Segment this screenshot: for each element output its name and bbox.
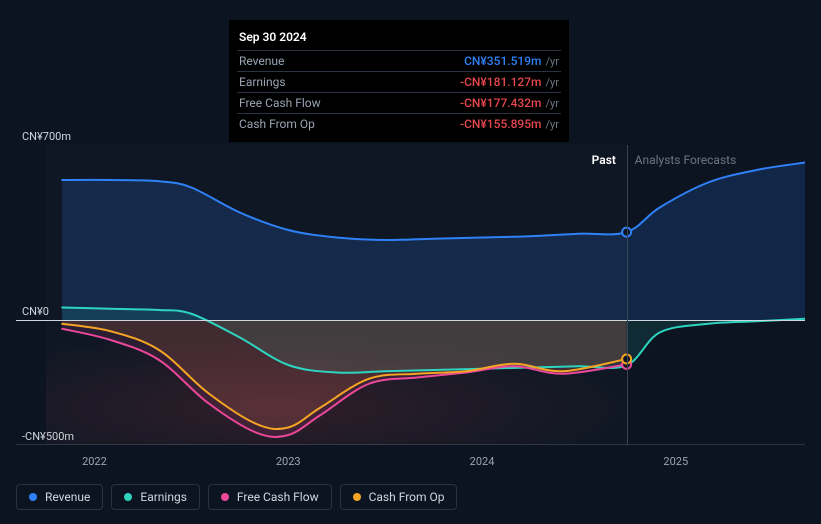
past-label: Past	[592, 153, 616, 167]
tooltip-row: Cash From Op -CN¥155.895m/yr	[237, 113, 561, 134]
tooltip-row-value: CN¥351.519m/yr	[464, 54, 559, 68]
legend-label: Revenue	[45, 490, 90, 504]
legend-item[interactable]: Revenue	[16, 484, 103, 510]
tooltip-row-label: Earnings	[239, 75, 286, 89]
x-axis-label: 2023	[276, 455, 301, 468]
legend-dot	[29, 493, 37, 501]
plot-area	[16, 145, 805, 445]
tooltip-row: Earnings -CN¥181.127m/yr	[237, 71, 561, 92]
chart-tooltip: Sep 30 2024 Revenue CN¥351.519m/yr Earning…	[229, 20, 569, 142]
legend-dot	[353, 493, 361, 501]
legend-item[interactable]: Cash From Op	[340, 484, 458, 510]
legend-label: Free Cash Flow	[237, 490, 319, 504]
tooltip-date: Sep 30 2024	[237, 26, 561, 50]
tooltip-row-value: -CN¥177.432m/yr	[460, 96, 559, 110]
cursor-line	[627, 145, 628, 445]
legend-label: Earnings	[140, 490, 187, 504]
legend-dot	[124, 493, 132, 501]
y-axis-label: CN¥700m	[22, 130, 71, 143]
x-axis-label: 2022	[82, 455, 107, 468]
legend-label: Cash From Op	[369, 490, 445, 504]
zero-line	[16, 320, 805, 321]
tooltip-row: Free Cash Flow -CN¥177.432m/yr	[237, 92, 561, 113]
financials-chart[interactable]: Past Analysts Forecasts CN¥700mCN¥0-CN¥5…	[16, 120, 805, 445]
legend-item[interactable]: Earnings	[111, 484, 200, 510]
tooltip-row-label: Revenue	[239, 54, 284, 68]
tooltip-row-value: -CN¥155.895m/yr	[460, 117, 559, 131]
tooltip-row-label: Free Cash Flow	[239, 96, 321, 110]
tooltip-row: Revenue CN¥351.519m/yr	[237, 50, 561, 71]
tooltip-row-value: -CN¥181.127m/yr	[460, 75, 559, 89]
x-axis-label: 2024	[470, 455, 495, 468]
x-axis-label: 2025	[663, 455, 688, 468]
legend-dot	[221, 493, 229, 501]
tooltip-row-label: Cash From Op	[239, 117, 315, 131]
legend-item[interactable]: Free Cash Flow	[208, 484, 332, 510]
forecast-label: Analysts Forecasts	[635, 153, 737, 167]
legend: Revenue Earnings Free Cash Flow Cash From O…	[16, 484, 457, 510]
